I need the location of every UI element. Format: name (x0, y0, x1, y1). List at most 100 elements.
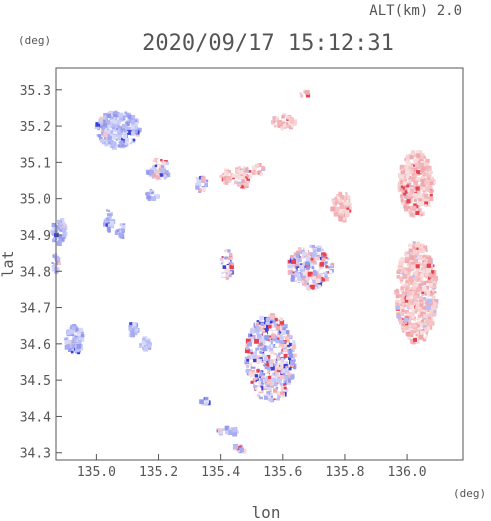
echo-pixel (134, 328, 139, 333)
echo-pixel (248, 174, 253, 179)
echo-pixel (413, 258, 418, 264)
echo-pixel (407, 290, 413, 296)
echo-pixel (403, 192, 406, 196)
echo-pixel (259, 375, 262, 379)
echo-pixel (430, 294, 433, 297)
echo-pixel (401, 329, 405, 333)
echo-pixel (271, 333, 276, 339)
echo-pixel (276, 356, 279, 359)
echo-pixel (421, 187, 426, 191)
echo-pixel (260, 393, 264, 397)
echo-pixel (423, 182, 429, 188)
echo-pixel (270, 399, 274, 403)
echo-pixel (281, 392, 285, 396)
echo-pixel (424, 204, 428, 207)
echo-pixel (264, 360, 267, 364)
echo-pixel (276, 390, 282, 396)
echo-pixel (74, 347, 80, 353)
echo-pixel (132, 322, 137, 327)
echo-pixel (256, 355, 259, 359)
echo-pixel (231, 262, 235, 266)
echo-pixel (270, 395, 274, 399)
echo-pixel (238, 166, 241, 169)
echo-pixel (251, 354, 257, 359)
echo-pixel (334, 196, 338, 200)
echo-pixel (420, 196, 425, 201)
echo-pixel (421, 213, 424, 216)
echo-pixel (232, 176, 235, 180)
echo-pixel (307, 285, 310, 289)
echo-pixel (104, 128, 108, 133)
echo-pixel (282, 343, 287, 348)
echo-pixel (115, 128, 119, 131)
echo-pixel (422, 322, 427, 327)
echo-pixel (146, 195, 151, 200)
echo-pixel (114, 230, 120, 235)
echo-pixel (310, 275, 315, 280)
echo-pixel (59, 226, 62, 229)
echo-pixel (400, 319, 405, 324)
echo-pixel (283, 386, 287, 390)
echo-pixel (263, 356, 269, 361)
echo-pixel (250, 351, 253, 355)
echo-pixel (277, 317, 281, 320)
echo-pixel (416, 268, 420, 272)
echo-pixel (115, 138, 118, 141)
echo-pixel (269, 363, 274, 367)
echo-pixel (226, 273, 231, 278)
echo-pixel (267, 363, 272, 369)
echo-pixel (338, 207, 343, 211)
echo-pixel (282, 367, 287, 373)
echo-pixel (417, 177, 420, 180)
echo-pixel (282, 373, 286, 376)
echo-pixel (312, 279, 317, 284)
echo-pixel (275, 360, 278, 364)
echo-pixel (202, 180, 206, 183)
echo-pixel (425, 331, 429, 335)
echo-pixel (431, 273, 435, 278)
echo-pixel (416, 153, 421, 158)
echo-pixel (276, 372, 280, 376)
echo-pixel (338, 211, 342, 215)
echo-pixel (253, 351, 258, 356)
echo-pixel (409, 313, 415, 319)
echo-pixel (221, 259, 226, 264)
echo-pixel (307, 287, 311, 291)
echo-pixel (334, 200, 339, 205)
echo-pixel (267, 393, 271, 397)
echo-pixel (257, 387, 262, 392)
echo-pixel (116, 229, 120, 233)
echo-pixel (304, 267, 308, 270)
echo-pixel (121, 143, 125, 147)
echo-pixel (228, 274, 232, 278)
echo-pixel (405, 257, 409, 261)
echo-pixel (403, 260, 406, 264)
echo-pixel (410, 330, 415, 335)
echo-pixel (419, 169, 422, 172)
echo-spot-mid (251, 163, 266, 176)
echo-pixel (400, 180, 404, 185)
echo-pixel (297, 257, 302, 263)
echo-pixel (418, 276, 423, 281)
echo-pixel (421, 283, 424, 286)
echo-pixel (414, 195, 417, 198)
echo-pixel (425, 267, 431, 273)
echo-pixel (154, 169, 160, 175)
echo-pixel (56, 240, 62, 246)
echo-pixel (159, 173, 164, 177)
echo-pixel (74, 335, 79, 340)
echo-pixel (236, 445, 242, 451)
echo-pixel (271, 373, 275, 376)
echo-pixel (257, 372, 260, 375)
echo-pixel (423, 191, 426, 194)
echo-pixel (271, 377, 277, 382)
echo-pixel (407, 175, 412, 180)
echo-pixel (416, 202, 420, 205)
echo-pixel (425, 186, 431, 192)
echo-pixel (259, 338, 263, 342)
echo-pixel (408, 248, 413, 253)
echo-pixel (411, 312, 415, 317)
echo-pixel (345, 192, 348, 195)
echo-pixel (257, 366, 260, 370)
echo-pixel (121, 123, 127, 129)
